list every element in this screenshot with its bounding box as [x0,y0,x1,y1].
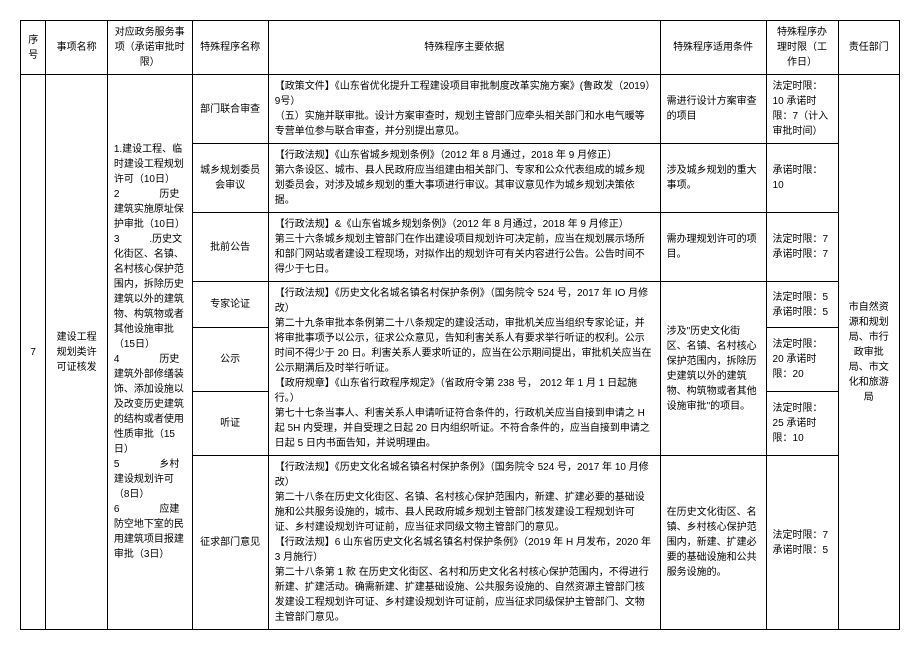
cell-basis: 【行政法规】&《山东省城乡规划条例》（2012 年 8 月通过，2018 年 9… [268,213,660,282]
header-service: 对应政务服务事项（承诺审批时限） [107,21,192,75]
cell-proc-name: 部门联合审查 [192,75,268,144]
cell-time-limit: 法定时限：20 承诺时限：20 [766,328,838,392]
header-row: 序号 事项名称 对应政务服务事项（承诺审批时限） 特殊程序名称 特殊程序主要依据… [21,21,900,75]
cell-basis: 【政策文件】《山东省优化提升工程建设项目审批制度改革实施方案》(鲁政发（2019… [268,75,660,144]
cell-time-limit: 法定时限：7承诺时限：5 [766,456,838,630]
header-time-limit: 特殊程序办理时限（工作日） [766,21,838,75]
header-dept: 责任部门 [838,21,899,75]
header-item-name: 事项名称 [46,21,107,75]
cell-basis: 【行政法规】《历史文化名城名镇名村保护条例》（国务院令 524 号，2017 年… [268,456,660,630]
cell-conditions: 需办理规划许可的项目。 [660,213,766,282]
cell-time-limit: 法定时限：10 承诺时限：7（计入审批时间） [766,75,838,144]
header-seq: 序号 [21,21,46,75]
cell-proc-name: 批前公告 [192,213,268,282]
approval-table: 序号 事项名称 对应政务服务事项（承诺审批时限） 特殊程序名称 特殊程序主要依据… [20,20,900,630]
proc-row: 7 建设工程规划类许可证核发 1.建设工程、临时建设工程规划许可（10日）2 历… [21,75,900,144]
cell-basis: 【行政法规】《山东省城乡规划条例》（2012 年 8 月通过，2018 年 9 … [268,144,660,213]
cell-time-limit: 法定时限：5 承诺时限：5 [766,282,838,328]
cell-proc-name: 征求部门意见 [192,456,268,630]
cell-seq: 7 [21,75,46,630]
cell-time-limit: 承诺时限：10 [766,144,838,213]
cell-service: 1.建设工程、临时建设工程规划许可（10日）2 历史建筑实施原址保护审批（10日… [107,75,192,630]
cell-conditions: 需进行设计方案审查的项目 [660,75,766,144]
cell-dept: 市自然资源和规划局、市行政审批局、市文化和旅游局 [838,75,899,630]
header-basis: 特殊程序主要依据 [268,21,660,75]
cell-proc-name: 专家论证 [192,282,268,328]
cell-conditions: 在历史文化街区、名镇、乡村核心保护范围内，新建、扩建必要的基础设施和公共服务设施… [660,456,766,630]
header-proc-name: 特殊程序名称 [192,21,268,75]
cell-proc-name: 城乡规划委员会审议 [192,144,268,213]
cell-basis-merged: 【行政法规】《历史文化名城名镇名村保护条例》（国务院令 524 号，2017 年… [268,282,660,456]
cell-proc-name: 听证 [192,392,268,456]
cell-conditions-merged: 涉及"历史文化街区、名镇、名村核心保护范围内，拆除历史建筑以外的建筑物、构筑物或… [660,282,766,456]
cell-time-limit: 法定时限：7承诺时限：7 [766,213,838,282]
cell-item-name: 建设工程规划类许可证核发 [46,75,107,630]
cell-proc-name: 公示 [192,328,268,392]
cell-conditions: 涉及城乡规划的重大事项。 [660,144,766,213]
cell-time-limit: 法定时限：25 承诺时限：10 [766,392,838,456]
header-conditions: 特殊程序适用条件 [660,21,766,75]
